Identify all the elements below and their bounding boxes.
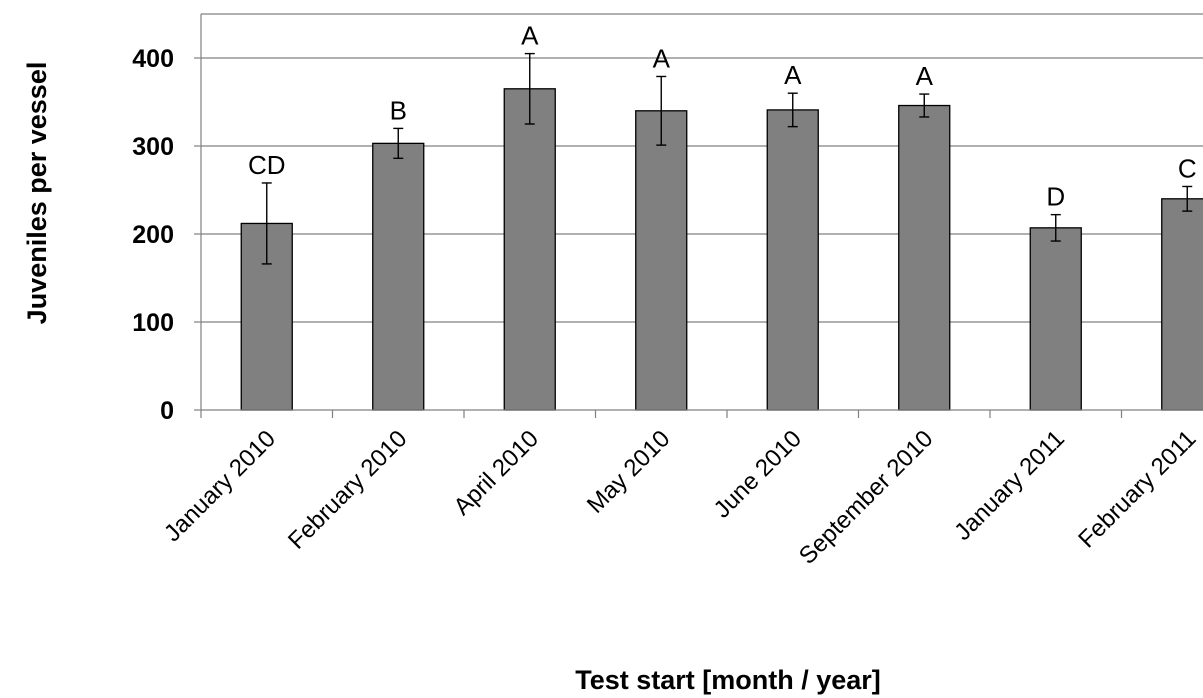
x-tick-label: September 2010: [794, 425, 939, 570]
x-tick-label: April 2010: [448, 425, 544, 521]
x-axis-title: Test start [month / year]: [575, 665, 881, 695]
x-tick-label: June 2010: [709, 425, 807, 523]
bar: [372, 142, 425, 411]
x-tick-label: May 2010: [582, 425, 676, 519]
bar: [1161, 198, 1203, 411]
y-axis-title: Juveniles per vessel: [22, 62, 52, 325]
significance-label: A: [521, 21, 539, 51]
bar: [898, 104, 951, 411]
significance-label: A: [784, 60, 802, 90]
significance-label: A: [916, 61, 934, 91]
y-tick-label: 300: [132, 133, 174, 161]
x-tick-label: February 2010: [283, 425, 412, 554]
significance-label: B: [390, 95, 407, 125]
significance-label: D: [1046, 182, 1065, 212]
x-tick-label: January 2011: [949, 425, 1070, 546]
x-tick-label: February 2011: [1073, 425, 1201, 553]
bar: [503, 88, 556, 411]
significance-label: C: [1178, 153, 1197, 183]
significance-label: CD: [248, 150, 286, 180]
y-tick-label: 0: [160, 397, 174, 425]
bars-layer: [240, 52, 1203, 411]
bar: [1029, 227, 1082, 411]
significance-label: A: [653, 43, 671, 73]
x-tick-label: January 2010: [159, 425, 281, 547]
y-tick-label: 400: [132, 45, 174, 73]
bar: [635, 110, 688, 411]
axes-layer: [194, 14, 1203, 418]
bar: [766, 109, 819, 411]
y-tick-label: 200: [132, 221, 174, 249]
y-tick-label: 100: [132, 309, 174, 337]
